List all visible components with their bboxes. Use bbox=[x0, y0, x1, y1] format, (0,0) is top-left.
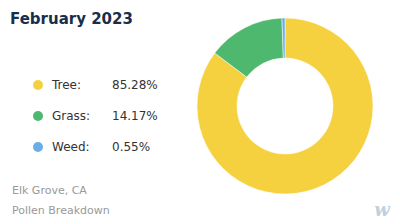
subtitle: Elk Grove, CA bbox=[12, 184, 87, 197]
chart: February 2023 Tree: 85.28% Grass: 14.17% Weed… bbox=[0, 0, 400, 224]
legend-value: 85.28% bbox=[112, 78, 158, 92]
legend-marker bbox=[33, 111, 43, 121]
donut-slice bbox=[197, 18, 373, 194]
legend: Tree: 85.28% Grass: 14.17% Weed: 0.55% bbox=[33, 78, 158, 154]
donut-slice bbox=[215, 18, 284, 77]
legend-label: Weed: bbox=[52, 140, 90, 154]
legend-value: 0.55% bbox=[112, 140, 150, 154]
legend-marker bbox=[33, 80, 43, 90]
legend-marker bbox=[33, 142, 43, 152]
legend-value: 14.17% bbox=[112, 109, 158, 123]
subtitle: Pollen Breakdown bbox=[12, 204, 110, 217]
title: February 2023 bbox=[10, 10, 133, 28]
donut-slice bbox=[282, 18, 285, 58]
watermark: w bbox=[374, 199, 391, 220]
background bbox=[0, 0, 400, 224]
legend-label: Grass: bbox=[52, 109, 90, 123]
legend-label: Tree: bbox=[51, 78, 81, 92]
donut bbox=[197, 18, 373, 194]
